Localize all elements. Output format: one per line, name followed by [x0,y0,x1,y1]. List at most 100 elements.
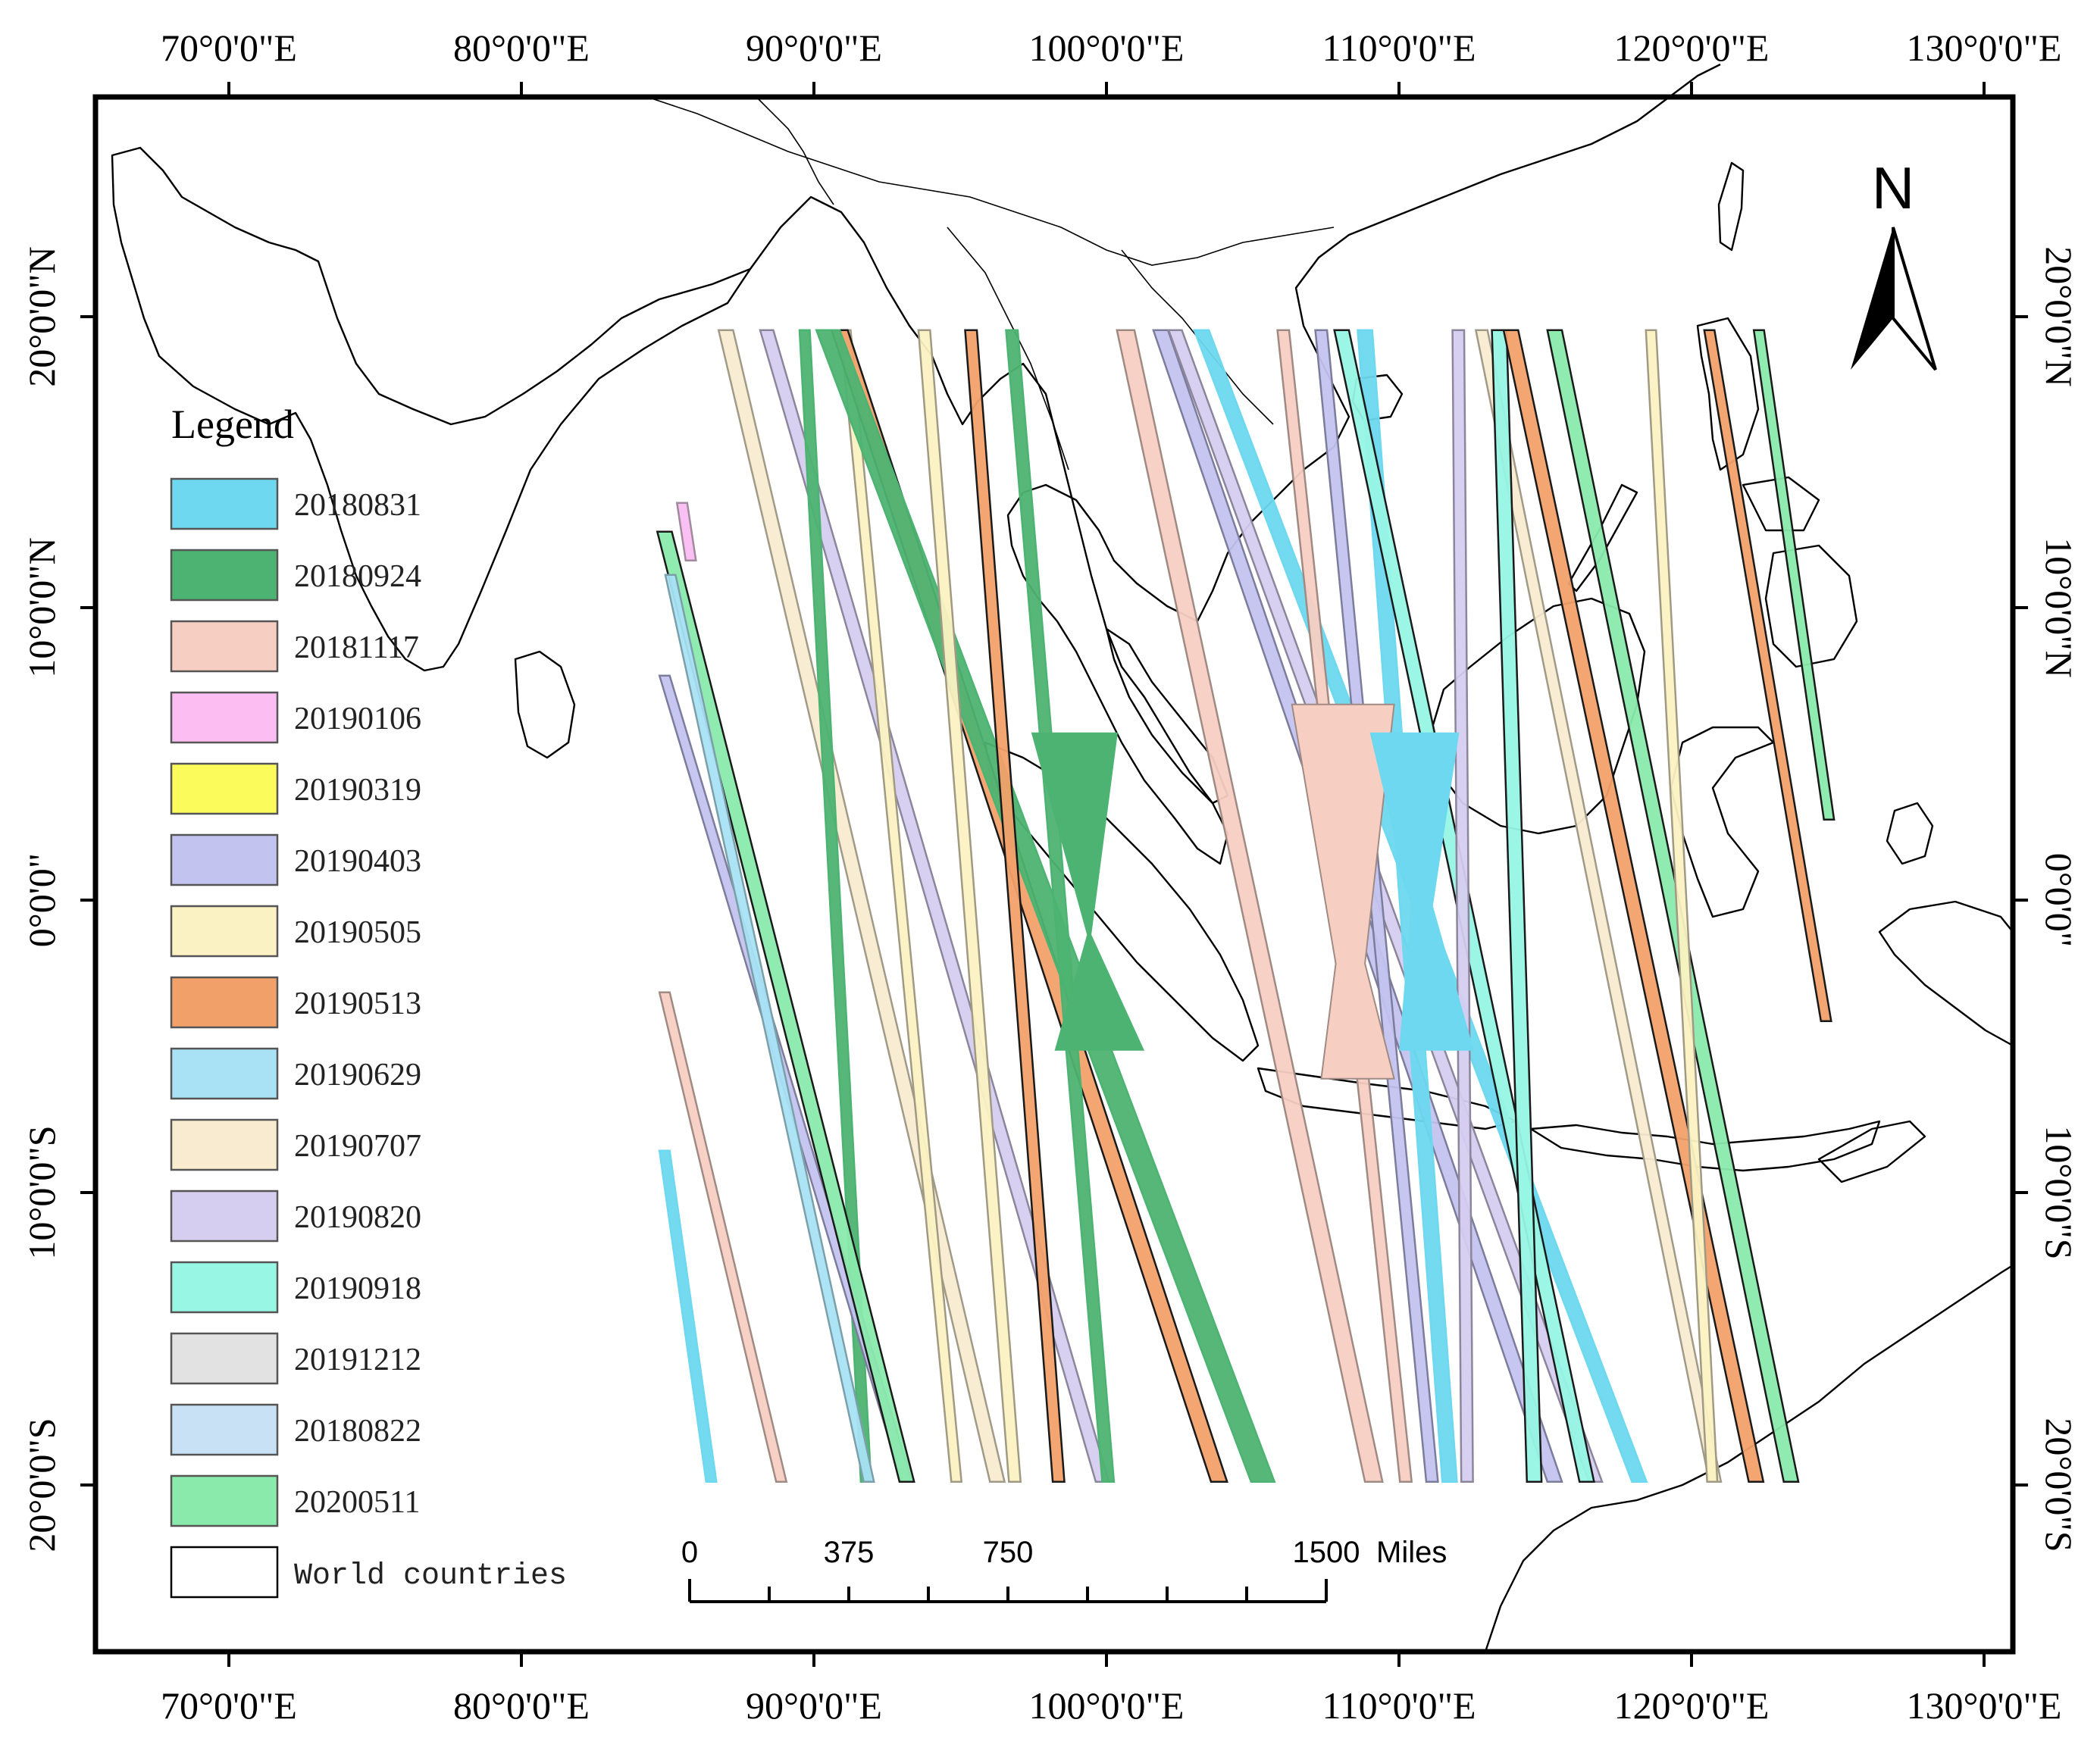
swath-20181117 [1116,329,1384,1483]
swath-20190106 [675,502,697,562]
swath-20181117 [658,991,788,1483]
swath-20190513 [1703,329,1832,1023]
legend-label: World countries [294,1559,567,1593]
right-latitude-labels: 20°0'0"N 10°0'0"N 0°0'0" 10°0'0"S 20°0'0… [2038,246,2080,1552]
legend-swatch [170,1118,279,1171]
bottom-longitude-labels: 70°0'0"E 80°0'0"E 90°0'0"E 100°0'0"E 110… [161,1684,2061,1727]
bottom-lon-label-80: 80°0'0"E [453,1684,590,1727]
left-latitude-labels: 20°0'0"N 10°0'0"N 0°0'0" 10°0'0"S 20°0'0… [20,246,63,1552]
legend-label: 20181117 [294,630,419,665]
legend-label: 20180924 [294,559,421,594]
swath-20190629 [664,574,875,1483]
legend-label: 20200511 [294,1485,420,1520]
legend-label: 20190707 [294,1129,421,1164]
legend-label: 20180831 [294,488,421,523]
legend-swatch [170,1261,279,1314]
legend-label: 20190918 [294,1271,421,1306]
bottom-lon-label-70: 70°0'0"E [161,1684,297,1727]
legend-swatch [170,1474,279,1527]
swath-overlap-20180831 [1369,732,1474,1051]
scale-label-375: 375 [824,1536,875,1569]
coastline-maluku [1886,802,1934,865]
scale-label-0: 0 [681,1536,698,1569]
legend-label: 20190513 [294,986,421,1021]
scale-label-750: 750 [983,1536,1034,1569]
legend-swatch [170,762,279,815]
coastline-new-guinea [1878,900,2014,1047]
swath-20180924 [815,329,1276,1483]
scale-bar-lines [688,1579,1328,1603]
legend-label: 20190505 [294,915,421,950]
swath-20190403 [1314,329,1439,1483]
swath-20180831 [1357,329,1458,1483]
legend-swatch [170,1546,279,1599]
bottom-lon-label-100: 100°0'0"E [1029,1684,1185,1727]
swath-overlap-20180924 [1031,732,1145,1051]
legend-label: 20190629 [294,1058,421,1093]
coastline-mindanao [1764,544,1858,668]
right-lat-label-10s: 10°0'0"S [2038,1125,2080,1259]
left-lat-label-20s: 20°0'0"S [20,1418,63,1552]
swath-20190505 [1645,329,1719,1483]
coastline-sulawesi [1670,726,1775,918]
bottom-lon-label-130: 130°0'0"E [1907,1684,2062,1727]
legend-swatch [170,1332,279,1385]
legend-swatch [170,1403,279,1456]
coastline-sri-lanka [514,650,576,759]
bottom-lon-label-110: 110°0'0"E [1322,1684,1476,1727]
swath-20190513 [964,329,1066,1483]
left-lat-label-10n: 10°0'0"N [20,537,63,678]
north-arrow-icon [1851,227,1893,370]
swath-20200511 [1546,329,1800,1483]
map-frame [92,94,2016,1655]
border-himalaya [651,98,1335,266]
coastline-mainland-se-asia [750,63,1721,865]
right-lat-label-10n: 10°0'0"N [2038,537,2080,678]
legend-label: 20190106 [294,702,421,736]
scale-unit: Miles [1376,1536,1447,1569]
swath-20190918 [1491,329,1543,1483]
swath-20180924 [1005,329,1116,1483]
swath-20200511 [1752,329,1836,821]
legend-title: Legend [171,402,294,447]
legend-label: 20180822 [294,1414,421,1449]
legend: Legend 20180831 20180924 20181117 20190106 2… [170,402,567,1599]
swath-20190820 [1167,329,1604,1483]
frame-ticks [80,82,2028,1667]
top-longitude-labels: 70°0'0"E 80°0'0"E 90°0'0"E 100°0'0"E 110… [161,27,2061,69]
swath-20180831 [658,1149,718,1483]
swath-20190707 [1474,329,1723,1483]
left-lat-label-0: 0°0'0" [20,853,63,947]
swath-20190505 [917,329,1022,1483]
legend-swatch [170,905,279,958]
legend-swatch [170,1190,279,1243]
legend-swatch [170,976,279,1029]
top-lon-label-100: 100°0'0"E [1029,27,1185,69]
legend-swatch [170,620,279,673]
coastline-lesser-sunda [1529,1120,1881,1172]
left-lat-label-10s: 10°0'0"S [20,1125,63,1259]
bottom-lon-label-120: 120°0'0"E [1614,1684,1770,1727]
north-arrow-label: N [1872,155,1914,221]
scale-label-1500: 1500 [1293,1536,1360,1569]
border-china-north [757,98,834,205]
bottom-lon-label-90: 90°0'0"E [746,1684,882,1727]
legend-items: 20180831 20180924 20181117 20190106 20190319… [170,477,567,1599]
right-lat-label-20n: 20°0'0"N [2038,246,2080,387]
north-arrow: N [1851,155,1937,371]
legend-label: 20190820 [294,1200,421,1235]
swath-layer [656,329,1836,1483]
top-lon-label-130: 130°0'0"E [1907,27,2062,69]
north-arrow-icon-outline [1892,227,1937,371]
top-lon-label-90: 90°0'0"E [746,27,882,69]
top-lon-label-120: 120°0'0"E [1614,27,1770,69]
legend-swatch [170,1047,279,1100]
coastline-india [111,146,752,672]
coastline-taiwan [1717,161,1745,252]
legend-label: 20190403 [294,844,421,879]
swath-20190820 [1451,329,1474,1483]
top-lon-label-110: 110°0'0"E [1322,27,1476,69]
coastline-timor [1817,1120,1926,1183]
